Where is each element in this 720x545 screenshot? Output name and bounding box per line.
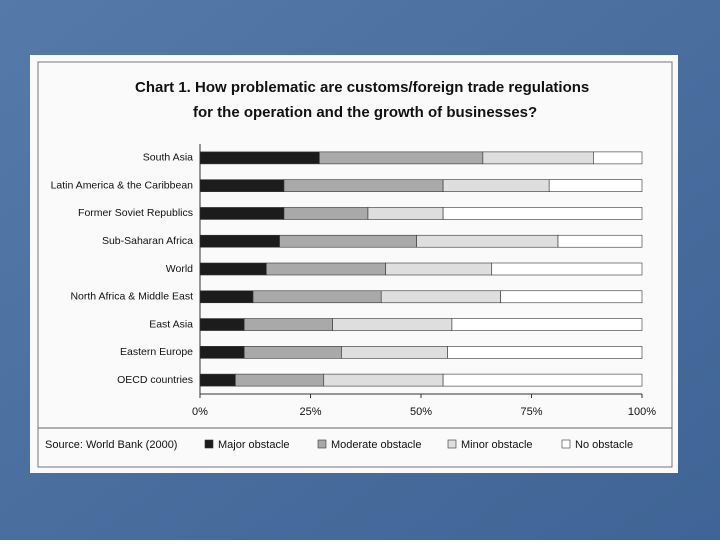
legend-label: Moderate obstacle [331,439,422,451]
y-tick-label: OECD countries [117,374,193,386]
bar-segment [235,373,325,387]
y-tick-label: Latin America & the Caribbean [51,179,194,191]
bar-segment [279,234,417,248]
legend-label: No obstacle [575,439,633,451]
bar-segment [557,234,643,248]
bar-segment [548,179,643,192]
bar-segment [199,207,285,220]
bar-segment [199,234,280,248]
y-tick-label: Eastern Europe [120,346,193,358]
bar-segment [442,373,643,387]
bar-segment [243,346,342,359]
bar-segment [482,151,594,165]
bar-segment [283,179,444,192]
y-tick-label: South Asia [143,152,193,164]
bar-segment [265,262,386,276]
x-tick-label: 25% [299,406,321,418]
bar-segment [380,290,501,304]
legend-swatch [204,439,214,449]
legend-swatch [561,439,571,449]
bar-segment [283,207,369,220]
bar-segment [385,262,493,276]
legend-label: Minor obstacle [461,439,533,451]
y-tick-label: East Asia [149,318,193,330]
bar-segment [319,151,484,165]
bar-segment [442,207,643,220]
bar-segment [332,318,453,331]
y-tick-label: World [166,263,193,275]
bar-segment [199,151,320,165]
bar-segment [243,318,333,331]
legend-label: Major obstacle [218,439,290,451]
chart-title: for the operation and the growth of busi… [193,104,537,121]
bar-segment [500,290,643,304]
bar-segment [323,373,444,387]
y-tick-label: Sub-Saharan Africa [102,235,193,247]
bar-segment [199,318,245,331]
y-tick-label: Former Soviet Republics [78,207,193,219]
bar-segment [199,290,254,304]
bar-segment [442,179,550,192]
bar-segment [593,151,643,165]
bar-segment [199,373,236,387]
bar-segment [252,290,382,304]
bar-segment [199,179,285,192]
bar-segment [341,346,448,359]
chart-title: Chart 1. How problematic are customs/for… [135,79,589,96]
legend-swatch [447,439,457,449]
bar-segment [447,346,643,359]
legend-swatch [317,439,327,449]
x-tick-label: 100% [628,406,656,418]
x-tick-label: 75% [520,406,542,418]
bar-segment [199,262,267,276]
chart-frame [37,61,673,468]
y-tick-label: North Africa & Middle East [70,291,193,303]
bar-segment [451,318,643,331]
source-note: Source: World Bank (2000) [45,439,177,451]
x-tick-label: 50% [410,406,432,418]
x-tick-label: 0% [192,406,208,418]
bar-segment [367,207,444,220]
bar-segment [491,262,643,276]
bar-segment [199,346,245,359]
bar-segment [416,234,559,248]
